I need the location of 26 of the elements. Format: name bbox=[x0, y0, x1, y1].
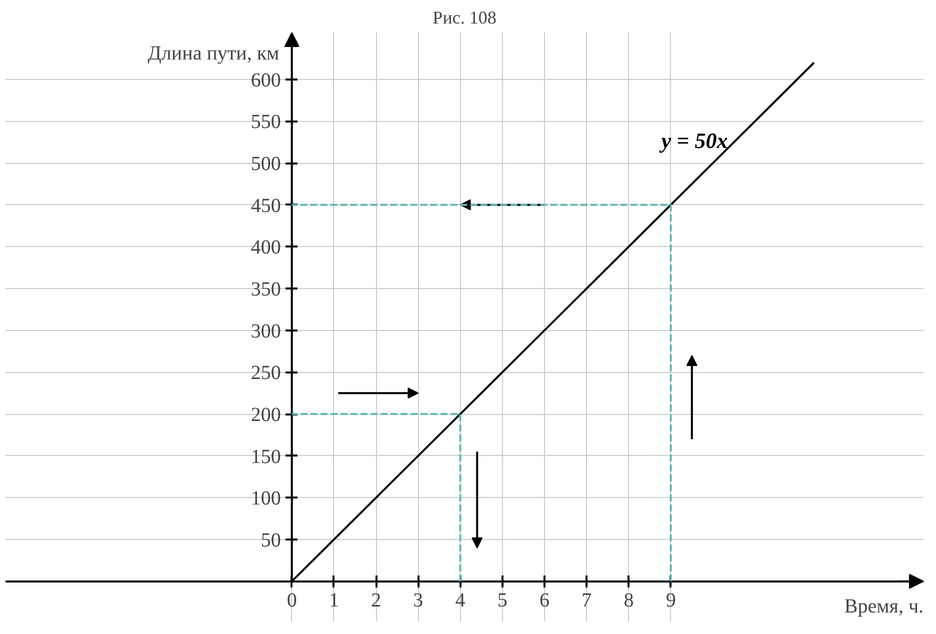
x-axis-title: Время, ч. bbox=[844, 595, 924, 618]
y-tick-label: 150 bbox=[250, 446, 281, 468]
y-tick-label: 100 bbox=[250, 488, 281, 510]
x-tick-label: 8 bbox=[624, 589, 634, 612]
y-tick-label: 600 bbox=[250, 69, 281, 92]
y-tick-label: 400 bbox=[250, 236, 281, 259]
x-tick-label: 5 bbox=[497, 589, 508, 612]
series-label: y = 50x bbox=[658, 128, 728, 153]
x-tick-label: 3 bbox=[413, 589, 424, 612]
y-tick-label: 350 bbox=[250, 278, 281, 301]
x-tick-label: 6 bbox=[540, 589, 550, 612]
x-tick-label: 9 bbox=[666, 589, 676, 612]
x-tick-label: 0 bbox=[286, 589, 297, 612]
y-axis-title: Длина пути, км bbox=[148, 42, 280, 64]
chart-title: Рис. 108 bbox=[432, 8, 496, 28]
y-tick-label: 450 bbox=[250, 194, 281, 217]
x-tick-label: 2 bbox=[371, 589, 382, 612]
y-tick-label: 200 bbox=[250, 404, 281, 426]
x-tick-label: 4 bbox=[455, 589, 466, 612]
x-tick-label: 1 bbox=[328, 589, 339, 612]
y-tick-label: 550 bbox=[250, 111, 281, 134]
y-tick-label: 50 bbox=[260, 530, 281, 552]
y-tick-label: 250 bbox=[250, 362, 281, 384]
y-tick-label: 500 bbox=[250, 153, 281, 176]
x-tick-label: 7 bbox=[582, 589, 592, 612]
y-tick-label: 300 bbox=[250, 320, 281, 342]
